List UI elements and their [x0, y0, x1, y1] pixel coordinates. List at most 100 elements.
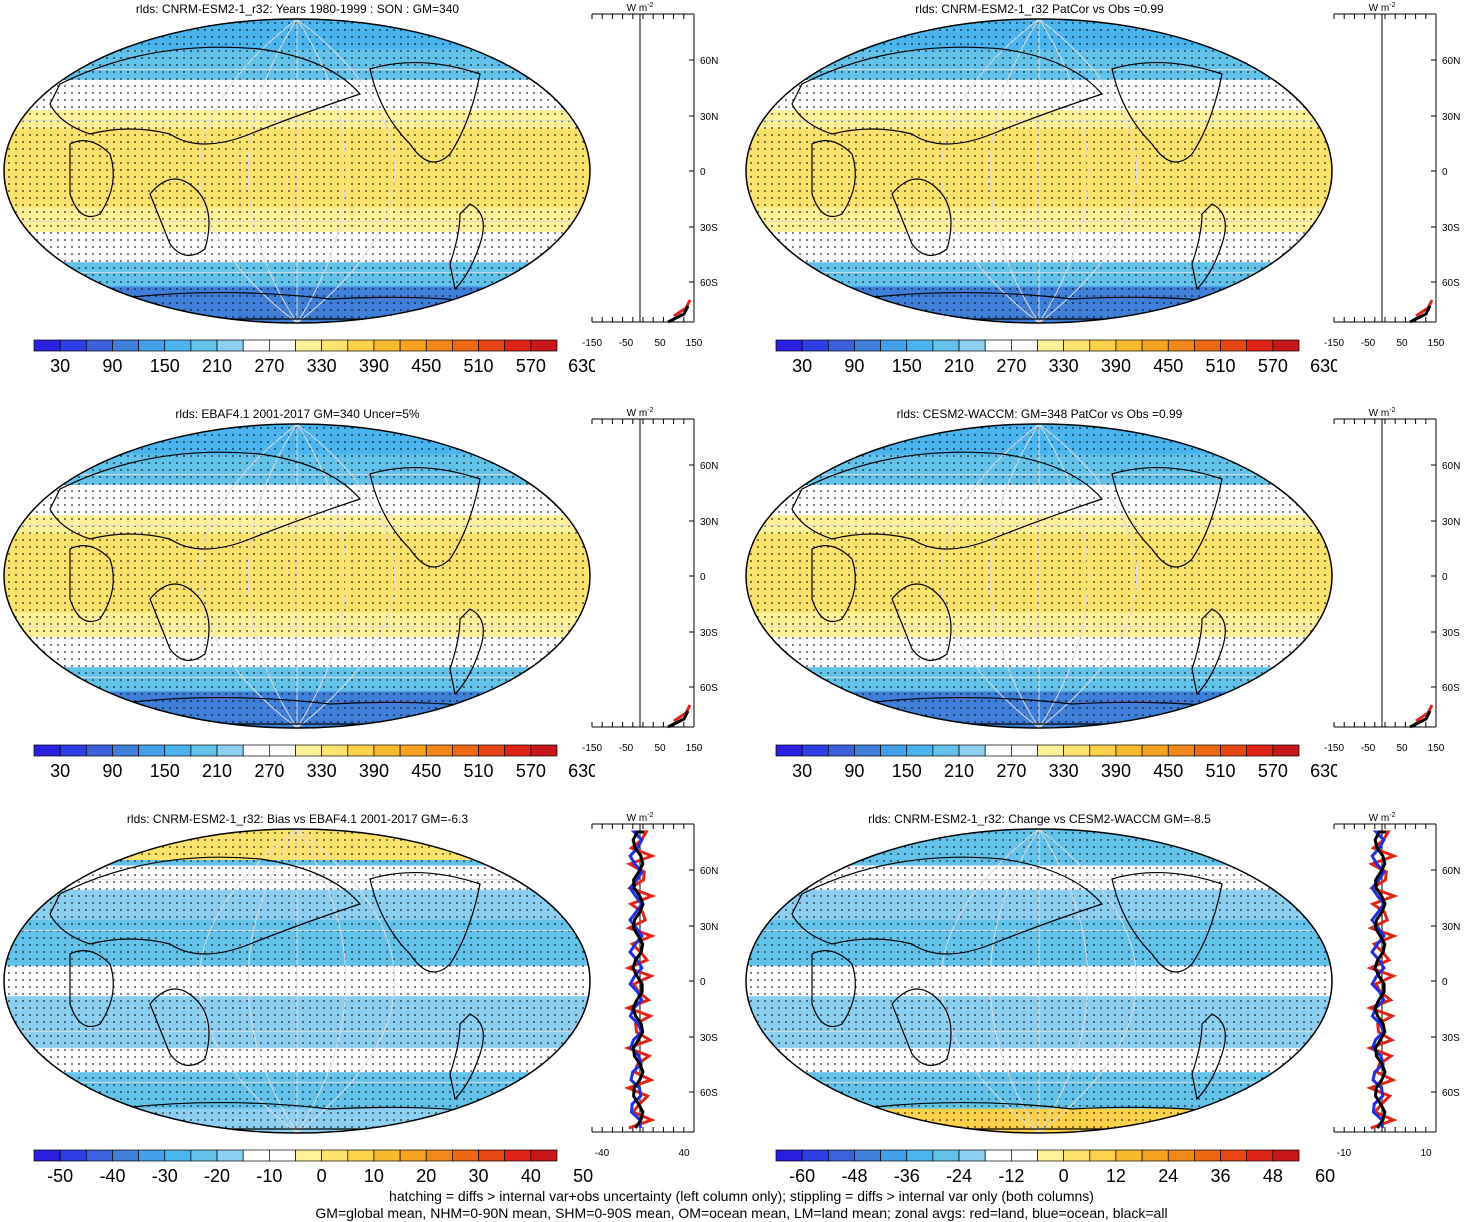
- colorbar-label: 30: [469, 1166, 489, 1186]
- colorbar-label: 270: [254, 761, 284, 781]
- zonal-tick-label: -150: [1324, 743, 1344, 754]
- latitude-label: 0: [700, 977, 706, 988]
- colorbar: 30 90 150 210 270 330 390 450 510 570 630: [775, 744, 1337, 781]
- colorbar-label: 40: [521, 1166, 541, 1186]
- colorbar-label: 150: [150, 761, 180, 781]
- colorbar-label: 90: [844, 356, 864, 376]
- latitude-label: 60S: [1442, 278, 1460, 289]
- colorbar-label: 20: [416, 1166, 436, 1186]
- colorbar-label: 48: [1263, 1166, 1283, 1186]
- colorbar-label: 30: [792, 761, 812, 781]
- colorbar-label: 630: [1310, 356, 1337, 376]
- zonal-mean-plot: W m-2 60N 30N 0 30S 60S -10 10: [1333, 812, 1460, 1159]
- colorbar-label: 630: [568, 761, 595, 781]
- zonal-tick-label: 40: [678, 1148, 690, 1159]
- colorbar-label: 570: [516, 761, 546, 781]
- colorbar-label: 390: [359, 356, 389, 376]
- zonal-tick-label: 150: [1428, 338, 1445, 349]
- latitude-label: 60N: [1442, 866, 1460, 877]
- colorbar-label: 450: [411, 356, 441, 376]
- zonal-tick-label: -150: [582, 338, 602, 349]
- units-label: W m-2: [627, 812, 654, 824]
- latitude-label: 30N: [1442, 517, 1460, 528]
- colorbar-label: 150: [150, 356, 180, 376]
- colorbar-label: 0: [317, 1166, 327, 1186]
- zonal-tick-label: -50: [619, 743, 634, 754]
- zonal-tick-label: 150: [1428, 743, 1445, 754]
- zonal-mean-plot: W m-2 60N 30N 0 30S 60S -150 -50 50 150: [1324, 407, 1460, 754]
- colorbar-label: 270: [996, 356, 1026, 376]
- colorbar-label: -48: [841, 1166, 867, 1186]
- colorbar-label: -24: [946, 1166, 972, 1186]
- latitude-label: 60N: [1442, 461, 1460, 472]
- latitude-label: 60S: [700, 278, 718, 289]
- zonal-mean-plot: W m-2 60N 30N 0 30S 60S -150 -50 50 150: [582, 2, 718, 349]
- units-label: W m-2: [627, 2, 654, 14]
- colorbar-label: 450: [1153, 356, 1183, 376]
- colorbar-label: 30: [50, 356, 70, 376]
- zonal-tick-label: 50: [654, 338, 666, 349]
- latitude-label: 60N: [700, 866, 718, 877]
- latitude-label: 30S: [1442, 223, 1460, 234]
- colorbar-label: -40: [99, 1166, 125, 1186]
- colorbar-label: -36: [894, 1166, 920, 1186]
- colorbar-label: 210: [202, 761, 232, 781]
- map-panel-1: rlds: CNRM-ESM2-1_r32: Years 1980-1999 :…: [0, 0, 741, 405]
- zonal-tick-label: 150: [686, 338, 703, 349]
- colorbar-label: 390: [1101, 356, 1131, 376]
- latitude-label: 30N: [700, 112, 718, 123]
- latitude-label: 0: [1442, 572, 1448, 583]
- latitude-label: 30N: [1442, 922, 1460, 933]
- zonal-tick-label: -50: [619, 338, 634, 349]
- colorbar: -50 -40 -30 -20 -10 0 10 20 30 40 50: [33, 1149, 593, 1186]
- zonal-tick-label: 50: [1396, 743, 1408, 754]
- map-panel-5: rlds: CNRM-ESM2-1_r32: Bias vs EBAF4.1 2…: [0, 810, 741, 1215]
- zonal-tick-label: -50: [1361, 743, 1376, 754]
- colorbar-label: 390: [359, 761, 389, 781]
- colorbar-label: 60: [1315, 1166, 1335, 1186]
- latitude-label: 30S: [700, 1033, 718, 1044]
- colorbar-label: -50: [47, 1166, 73, 1186]
- colorbar-label: 330: [307, 761, 337, 781]
- colorbar-label: 150: [892, 356, 922, 376]
- zonal-mean-plot: W m-2 60N 30N 0 30S 60S -150 -50 50 150: [582, 407, 718, 754]
- colorbar-label: -60: [789, 1166, 815, 1186]
- colorbar: 30 90 150 210 270 330 390 450 510 570 630: [33, 744, 595, 781]
- panel-title: rlds: CNRM-ESM2-1_r32: Change vs CESM2-W…: [868, 812, 1211, 826]
- colorbar-label: -30: [152, 1166, 178, 1186]
- world-map: [3, 18, 591, 324]
- colorbar-label: 210: [944, 356, 974, 376]
- colorbar-label: -12: [998, 1166, 1024, 1186]
- colorbar-label: 10: [364, 1166, 384, 1186]
- world-map: [3, 828, 591, 1134]
- colorbar-label: 270: [996, 761, 1026, 781]
- colorbar-label: 570: [1258, 761, 1288, 781]
- zonal-tick-label: -40: [595, 1148, 610, 1159]
- footer-legend-note: GM=global mean, NHM=0-90N mean, SHM=0-90…: [315, 1205, 1168, 1221]
- map-panel-6: rlds: CNRM-ESM2-1_r32: Change vs CESM2-W…: [742, 810, 1483, 1215]
- zonal-tick-label: 50: [654, 743, 666, 754]
- zonal-tick-label: -150: [582, 743, 602, 754]
- latitude-label: 60S: [1442, 683, 1460, 694]
- colorbar-label: 36: [1211, 1166, 1231, 1186]
- latitude-label: 0: [700, 572, 706, 583]
- latitude-label: 60S: [700, 683, 718, 694]
- zonal-mean-plot: W m-2 60N 30N 0 30S 60S -40 40: [591, 812, 718, 1159]
- map-panel-3: rlds: EBAF4.1 2001-2017 GM=340 Uncer=5% W…: [0, 405, 741, 810]
- colorbar-label: 24: [1158, 1166, 1178, 1186]
- colorbar: 30 90 150 210 270 330 390 450 510 570 630: [33, 339, 595, 376]
- colorbar-label: 30: [50, 761, 70, 781]
- units-label: W m-2: [1369, 2, 1396, 14]
- panel-title: rlds: CESM2-WACCM: GM=348 PatCor vs Obs …: [896, 407, 1183, 421]
- world-map: [3, 423, 591, 729]
- colorbar-label: -20: [204, 1166, 230, 1186]
- map-panel-4: rlds: CESM2-WACCM: GM=348 PatCor vs Obs …: [742, 405, 1483, 810]
- colorbar-label: 330: [1049, 761, 1079, 781]
- zonal-tick-label: 10: [1420, 1148, 1432, 1159]
- colorbar-label: 630: [568, 356, 595, 376]
- latitude-label: 0: [700, 167, 706, 178]
- colorbar-label: 90: [102, 761, 122, 781]
- colorbar-label: 510: [464, 761, 494, 781]
- colorbar-label: 270: [254, 356, 284, 376]
- panel-title: rlds: CNRM-ESM2-1_r32 PatCor vs Obs =0.9…: [915, 2, 1164, 16]
